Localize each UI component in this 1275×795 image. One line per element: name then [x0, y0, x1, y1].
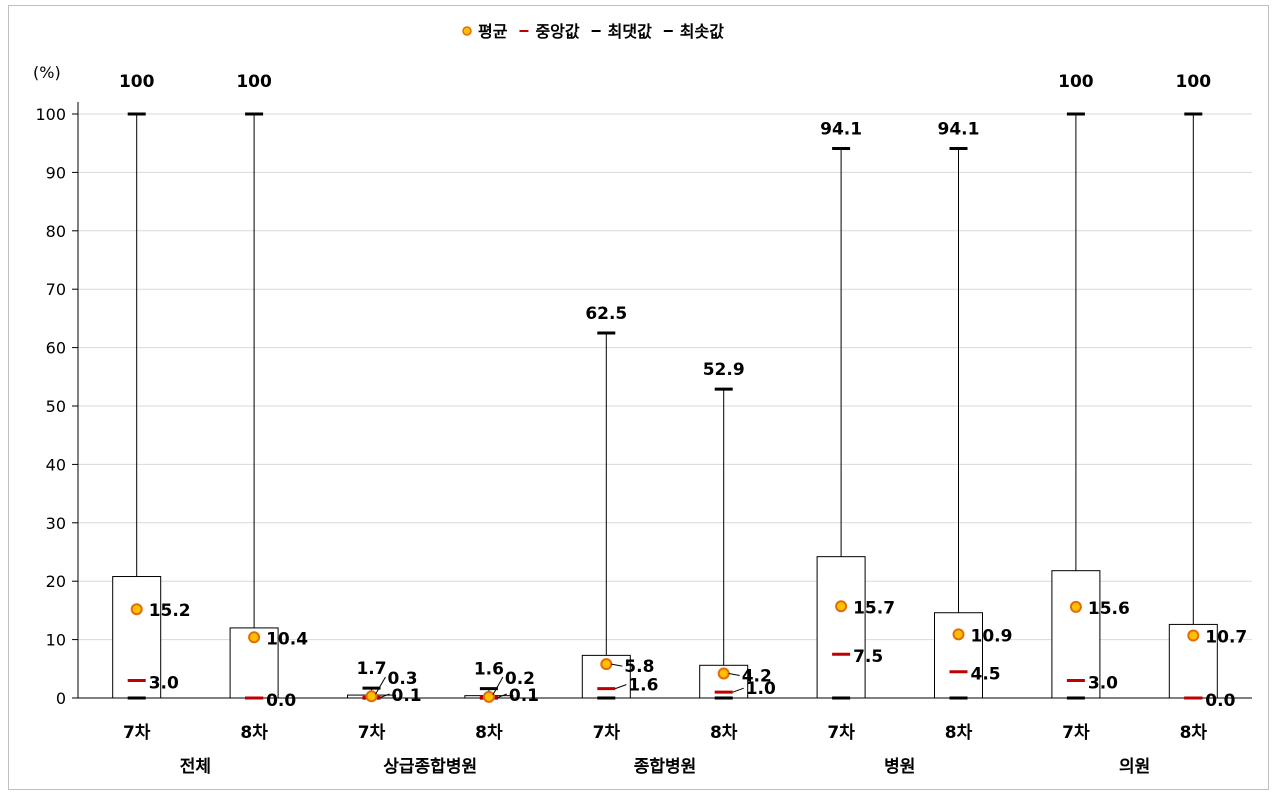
group-label: 상급종합병원: [383, 756, 477, 777]
median-label: 7.5: [853, 647, 883, 667]
mean-label: 10.9: [971, 626, 1013, 646]
y-tick-label: 90: [46, 163, 66, 182]
x-tick-label: 7차: [358, 723, 386, 743]
y-tick-label: 0: [56, 689, 66, 708]
y-tick-label: 30: [46, 514, 66, 533]
box: [816, 556, 866, 699]
median-label: 1.0: [746, 679, 776, 699]
box-item: 1.6 0.20.1 8차: [464, 660, 539, 743]
mean-label: 10.7: [1205, 628, 1247, 648]
box-item: 94.1 15.7 7.5 7차: [816, 119, 895, 743]
x-tick-label: 8차: [945, 723, 973, 743]
mean-marker: [600, 658, 613, 671]
median-leader: [615, 684, 627, 690]
median-label: 0.1: [392, 686, 422, 706]
max-label: 1.7: [356, 659, 386, 679]
max-label: 52.9: [703, 360, 745, 380]
median-label: 1.6: [628, 676, 658, 696]
box: [1051, 570, 1101, 699]
legend: 평균 중앙값 최댓값 최솟값: [462, 22, 724, 41]
x-tick-label: 7차: [1062, 723, 1090, 743]
mean-label: 15.7: [853, 598, 895, 618]
max-label: 100: [236, 72, 272, 92]
y-tick-label: 40: [46, 455, 66, 474]
max-label: 100: [1176, 72, 1212, 92]
y-tick-label: 10: [46, 631, 66, 650]
max-label: 100: [1058, 72, 1094, 92]
x-tick-label: 7차: [123, 723, 151, 743]
max-label: 100: [119, 72, 155, 92]
mean-marker: [1069, 600, 1082, 613]
mean-label: 10.4: [266, 629, 308, 649]
median-label: 4.5: [971, 665, 1001, 685]
y-tick-label: 50: [46, 397, 66, 416]
y-axis-label: (%): [33, 63, 61, 82]
box-item: 100 10.4 0.0 8차: [229, 72, 308, 743]
median-leader: [380, 693, 390, 698]
x-tick-label: 7차: [593, 723, 621, 743]
mean-marker: [717, 667, 730, 680]
mean-label: 15.2: [149, 601, 191, 621]
legend-marker-mean: [462, 26, 472, 36]
box-item: 62.5 5.81.6 7차: [581, 304, 658, 743]
y-tick-label: 100: [35, 105, 66, 124]
y-tick-label: 20: [46, 572, 66, 591]
median-label: 0.0: [1205, 691, 1235, 711]
y-tick-label: 70: [46, 280, 66, 299]
group-label: 의원: [1119, 757, 1150, 777]
mean-label: 0.3: [388, 669, 418, 689]
mean-label: 15.6: [1088, 599, 1130, 619]
group-label: 전체: [180, 757, 211, 777]
mean-label: 0.2: [505, 669, 535, 689]
mean-marker: [952, 628, 965, 641]
median-label: 0.1: [509, 686, 539, 706]
x-tick-label: 8차: [710, 723, 738, 743]
box-item: 94.1 10.9 4.5 8차: [934, 119, 1013, 743]
mean-label: 5.8: [624, 657, 654, 677]
box-item: 100 15.2 3.0 7차: [112, 72, 191, 743]
mean-label: 4.2: [742, 666, 772, 686]
legend-entry: 최솟값: [680, 22, 724, 41]
x-tick-label: 8차: [240, 723, 268, 743]
mean-leader: [492, 676, 504, 696]
mean-marker: [1187, 629, 1200, 642]
mean-marker: [248, 631, 261, 644]
median-label: 3.0: [149, 673, 179, 693]
box-item: 100 15.6 3.0 7차: [1051, 72, 1130, 743]
mean-marker: [835, 600, 848, 613]
median-label: 3.0: [1088, 673, 1118, 693]
box-item: 52.9 4.21.0 8차: [699, 360, 776, 743]
median-leader: [732, 687, 744, 693]
x-tick-label: 8차: [1180, 723, 1208, 743]
x-tick-label: 7차: [827, 723, 855, 743]
median-label: 0.0: [266, 691, 296, 711]
median-leader: [497, 693, 508, 698]
group-label: 병원: [884, 757, 915, 777]
max-label: 62.5: [585, 304, 627, 324]
group-label: 종합병원: [634, 756, 697, 777]
mean-leader: [728, 672, 740, 676]
max-label: 1.6: [474, 660, 504, 680]
box-item: 1.7 0.30.1 7차: [347, 659, 422, 743]
box: [112, 576, 162, 699]
max-label: 94.1: [820, 119, 862, 139]
box-item: 100 10.7 0.0 8차: [1168, 72, 1247, 743]
y-axis: 0 10 20 30 40 50 60 70 80 90 100: [35, 102, 1252, 708]
mean-marker: [365, 690, 378, 703]
y-tick-label: 60: [46, 339, 66, 358]
mean-leader: [375, 676, 386, 695]
box: [229, 627, 279, 699]
mean-leader: [611, 663, 623, 667]
x-tick-label: 8차: [475, 723, 503, 743]
y-tick-label: 80: [46, 222, 66, 241]
max-label: 94.1: [938, 119, 980, 139]
mean-marker: [130, 603, 143, 616]
mean-marker: [482, 690, 495, 703]
legend-entry: 중앙값: [535, 22, 579, 41]
legend-entry: 최댓값: [608, 22, 652, 41]
legend-entry: 평균: [478, 22, 508, 41]
